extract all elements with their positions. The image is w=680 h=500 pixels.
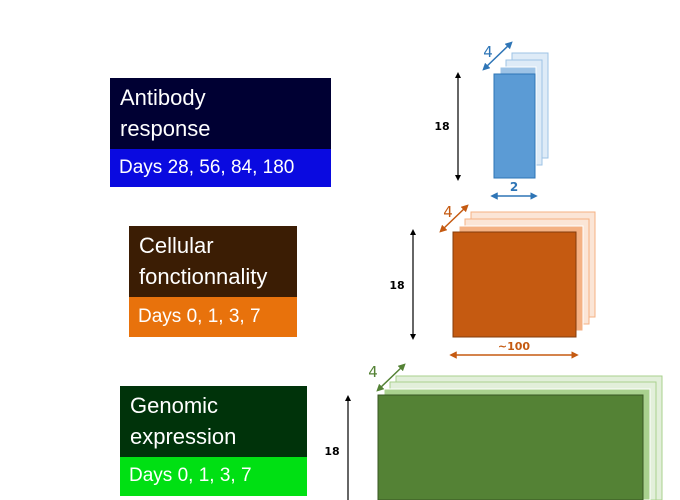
depth-arrow <box>439 204 469 233</box>
antibody-response-days: Days 28, 56, 84, 180 <box>110 149 331 187</box>
height-label: 18 <box>324 445 339 458</box>
depth-label: 4 <box>443 203 453 221</box>
cellular-fonctionnality-days: Days 0, 1, 3, 7 <box>129 297 297 337</box>
title-line-1: Cellular <box>139 233 214 258</box>
cube-slice-front <box>452 231 577 338</box>
antibody-response-title: Antibody response <box>110 78 331 149</box>
width-label: ~100 <box>498 340 531 353</box>
cellular-fonctionnality-title: Cellular fonctionnality <box>129 226 297 297</box>
title-line-2: response <box>120 116 211 141</box>
cube-slice-front <box>493 73 536 179</box>
cellular-cube <box>452 211 596 338</box>
genomic-expression-title: Genomic expression <box>120 386 307 457</box>
height-label: 18 <box>389 279 404 292</box>
title-line-1: Genomic <box>130 393 219 418</box>
genomic-expression-days: Days 0, 1, 3, 7 <box>120 457 307 496</box>
title-line-2: expression <box>130 424 237 449</box>
depth-label: 4 <box>368 363 378 381</box>
title-line-1: Antibody <box>120 85 206 110</box>
cube-slice-front <box>377 394 644 500</box>
antibody-cube <box>493 52 549 179</box>
depth-arrow <box>482 41 513 71</box>
antibody-response-label: Antibody response Days 28, 56, 84, 180 <box>110 78 331 187</box>
depth-label: 4 <box>483 43 493 61</box>
height-label: 18 <box>434 120 449 133</box>
title-line-2: fonctionnality <box>139 264 268 289</box>
genomic-expression-label: Genomic expression Days 0, 1, 3, 7 <box>120 386 307 496</box>
depth-arrow <box>376 363 406 392</box>
width-label: 2 <box>510 180 518 194</box>
cellular-fonctionnality-label: Cellular fonctionnality Days 0, 1, 3, 7 <box>129 226 297 337</box>
genomic-cube <box>377 375 663 500</box>
